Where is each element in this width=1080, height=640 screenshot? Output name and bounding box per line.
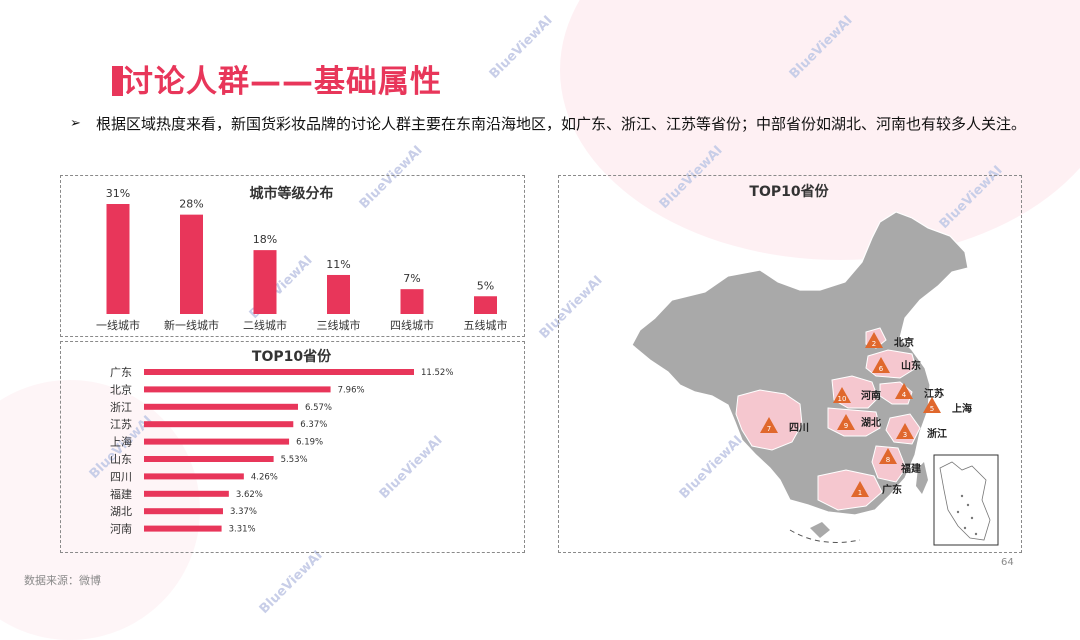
city-tier-chart-title: 城市等级分布 (249, 186, 334, 202)
city-tier-panel (60, 175, 525, 337)
top10-bar-chart-title: TOP10省份 (251, 349, 332, 365)
map-panel (558, 175, 1022, 553)
watermark: BlueViewAI (256, 548, 326, 617)
page-number: 64 (1001, 557, 1014, 568)
title-accent-bar (112, 66, 123, 96)
watermark: BlueViewAI (486, 13, 556, 82)
bullet-arrow-icon: ➢ (70, 116, 81, 131)
summary-bullet: ➢ 根据区域热度来看，新国货彩妆品牌的讨论人群主要在东南沿海地区，如广东、浙江、… (70, 110, 1030, 138)
top10-province-panel (60, 341, 525, 553)
page-title: 讨论人群——基础属性 (122, 64, 442, 100)
map-title: TOP10省份 (749, 184, 829, 200)
summary-text: 根据区域热度来看，新国货彩妆品牌的讨论人群主要在东南沿海地区，如广东、浙江、江苏… (96, 115, 1027, 133)
data-source-note: 数据来源：微博 (24, 574, 101, 587)
